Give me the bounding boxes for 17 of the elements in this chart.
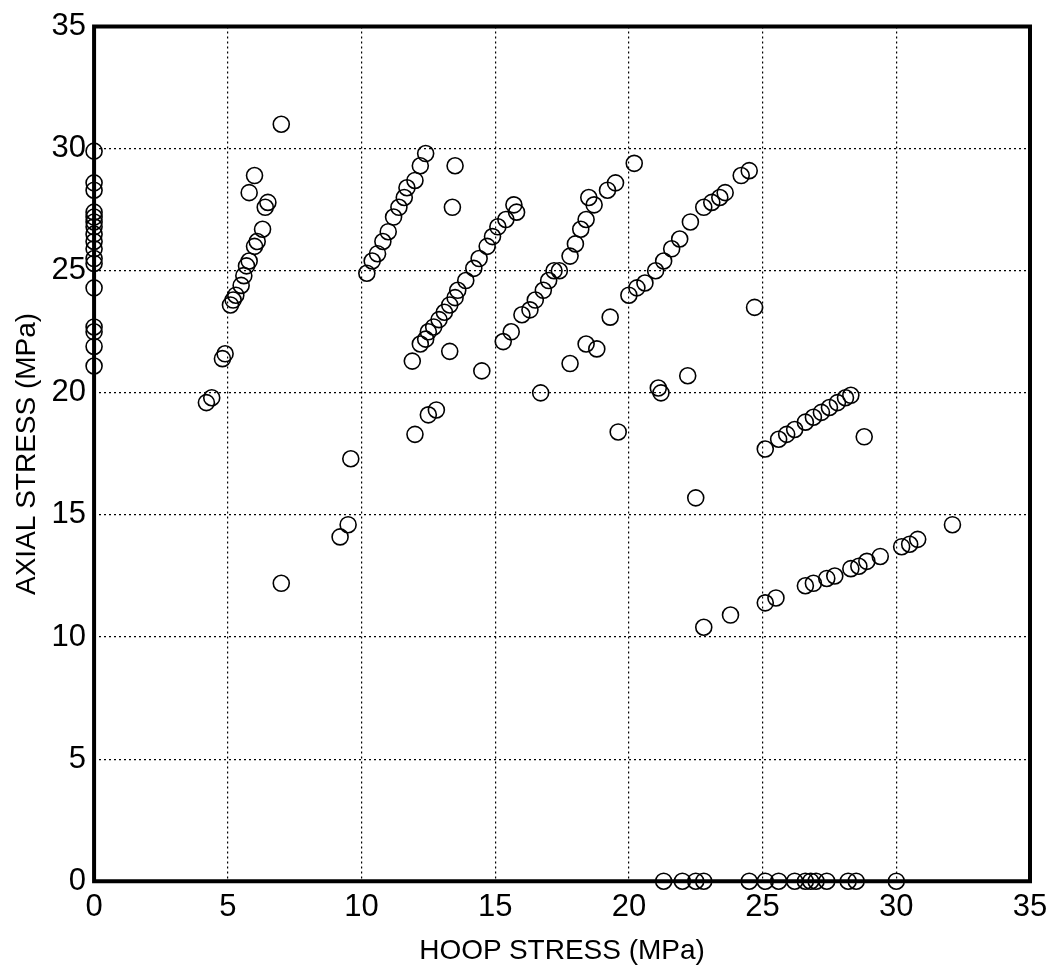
x-tick-label: 25 [745,888,780,924]
y-tick-label: 30 [51,129,87,165]
y-axis-title: AXIAL STRESS (MPa) [9,312,41,595]
y-tick-label: 35 [51,7,87,43]
x-tick-label: 10 [344,888,379,924]
y-tick-label: 0 [68,861,87,897]
x-tick-label: 5 [219,888,237,924]
y-tick-label: 10 [51,617,87,653]
y-tick-label: 15 [51,495,87,531]
x-axis-title: HOOP STRESS (MPa) [419,933,705,965]
x-tick-label: 20 [611,888,647,924]
x-tick-label: 35 [1012,888,1048,924]
y-tick-label: 5 [68,739,87,775]
y-tick-label: 25 [51,251,87,287]
y-tick-label: 20 [51,373,87,409]
x-tick-label: 15 [477,888,513,924]
x-tick-label: 30 [879,888,914,924]
